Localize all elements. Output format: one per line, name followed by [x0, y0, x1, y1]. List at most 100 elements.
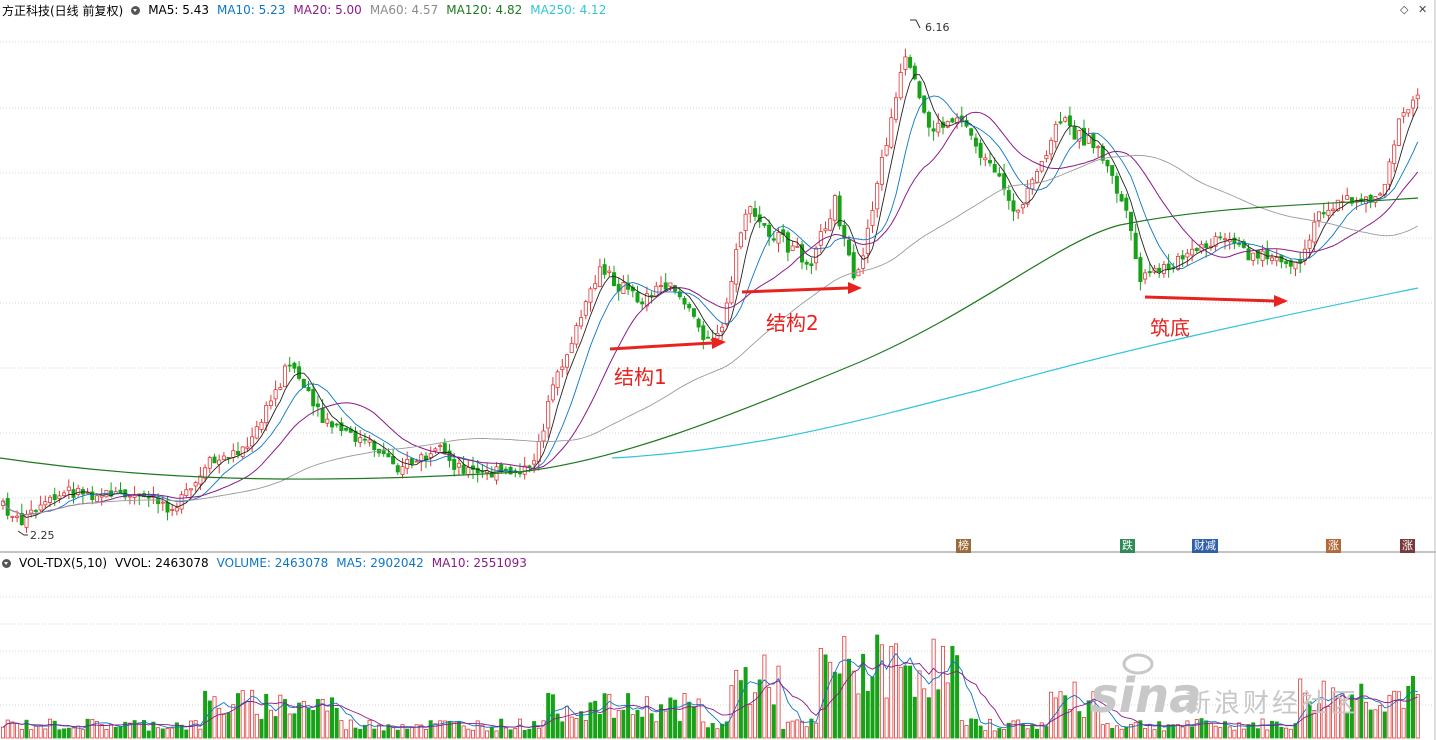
volume-bar	[438, 720, 443, 739]
ma60-label: MA60: 4.57	[369, 3, 439, 17]
dropdown-icon[interactable]	[131, 5, 141, 15]
candle-body	[814, 247, 819, 264]
volume-bar	[753, 692, 758, 739]
candle-body	[1218, 236, 1223, 239]
volume-bar	[325, 710, 330, 739]
candle-body	[978, 142, 983, 158]
candle-body	[1161, 264, 1166, 274]
candle-body	[1194, 248, 1199, 251]
volume-bar	[1190, 726, 1195, 739]
candle-body	[1317, 211, 1322, 221]
volume-bar	[240, 690, 245, 739]
badge-caijian[interactable]: 财减	[1192, 539, 1218, 553]
volume-bar	[870, 676, 875, 739]
candle-body	[160, 501, 165, 504]
volume-bar	[287, 713, 292, 739]
volume-bar	[193, 720, 198, 739]
candle-body	[1392, 144, 1397, 164]
volume-bar	[804, 726, 809, 739]
volume-bar	[381, 730, 386, 739]
volume-bar	[19, 729, 24, 739]
candle-body	[1016, 209, 1021, 213]
candle-body	[1321, 212, 1326, 215]
candle-body	[367, 439, 372, 443]
volume-bar	[851, 670, 856, 739]
badge-bang[interactable]: 榜	[956, 539, 971, 553]
volume-bar	[137, 722, 142, 739]
volume-bar	[800, 720, 805, 739]
volume-bar	[673, 699, 678, 739]
volume-bar	[235, 693, 240, 739]
volume-bar	[616, 710, 621, 739]
candle-body	[325, 418, 330, 424]
candle-body	[292, 362, 297, 369]
candle-body	[532, 460, 537, 465]
arrow-base	[1144, 295, 1288, 307]
volume-dropdown-icon[interactable]	[2, 558, 11, 568]
candle-body	[1077, 130, 1082, 142]
candle-body	[254, 426, 259, 439]
candle-body	[358, 437, 363, 443]
candle-body	[1072, 126, 1077, 140]
volume-bar	[1002, 729, 1007, 739]
volume-bar	[837, 673, 842, 739]
badge-zhang-1[interactable]: 涨	[1326, 539, 1341, 553]
ma120-line	[0, 197, 1419, 480]
volume-bar	[1025, 728, 1030, 739]
candle-body	[203, 467, 208, 479]
volume-bar	[654, 721, 659, 739]
candle-body	[1176, 256, 1181, 270]
volume-bar	[320, 698, 325, 739]
candle-body	[1138, 257, 1143, 283]
ma10-line	[2, 95, 1419, 516]
volume-bar	[1237, 722, 1242, 739]
diamond-icon[interactable]: ◇	[1400, 3, 1409, 16]
candle-body	[5, 498, 10, 516]
volume-bar	[485, 730, 490, 739]
volume-bar	[508, 729, 513, 739]
candle-body	[99, 494, 104, 498]
volume-bar	[621, 709, 626, 739]
volume-bar	[1114, 725, 1119, 739]
candle-body	[776, 231, 781, 244]
candle-body	[663, 282, 668, 290]
candle-body	[1331, 208, 1336, 211]
volume-bar	[809, 718, 814, 739]
volume-bar	[1161, 730, 1166, 739]
volume-bar	[518, 718, 523, 739]
volume-bar	[936, 689, 941, 739]
volume-bar	[1086, 700, 1091, 739]
volume-bar	[724, 721, 729, 739]
volume-bar	[123, 721, 128, 739]
badge-die[interactable]: 跌	[1120, 539, 1135, 553]
candle-body	[1058, 121, 1063, 124]
volume-bar	[405, 728, 410, 739]
candle-body	[908, 57, 913, 68]
volume-bar	[339, 720, 344, 739]
candle-body	[889, 117, 894, 148]
volume-bar	[1302, 692, 1307, 739]
candle-body	[1114, 175, 1119, 194]
volume-bar	[1020, 723, 1025, 739]
volume-bar	[475, 720, 480, 739]
badge-zhang-2[interactable]: 涨	[1400, 539, 1415, 553]
candle-body	[33, 510, 38, 512]
volume-bar	[174, 722, 179, 739]
candle-body	[574, 325, 579, 345]
candle-body	[597, 266, 602, 287]
volume-bar	[1246, 724, 1251, 739]
volume-bar	[132, 720, 137, 739]
candle-body	[955, 117, 960, 125]
volume-bar	[588, 702, 593, 739]
candle-body	[851, 252, 856, 279]
structure2-label: 结构2	[766, 311, 819, 335]
volume-bar	[527, 728, 532, 739]
volume-bar	[973, 718, 978, 739]
volume-bar	[10, 721, 15, 739]
volume-bar	[1415, 694, 1420, 739]
close-icon[interactable]: ✕	[1418, 3, 1428, 16]
volume-bar	[978, 725, 983, 739]
moving-average-lines	[0, 74, 1419, 518]
volume-bar	[898, 666, 903, 739]
